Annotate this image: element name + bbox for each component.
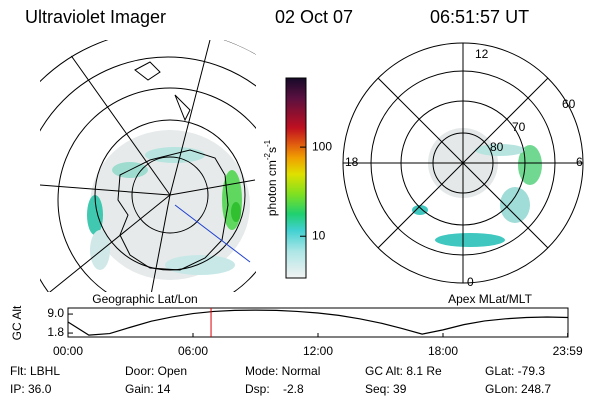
colorbar: [285, 77, 307, 279]
y-tick-label: 9.0: [47, 306, 64, 320]
date: 02 Oct 07: [275, 7, 353, 27]
x-tick-label: 06:00: [178, 344, 208, 358]
polar-label: Apex MLat/MLT: [448, 292, 532, 306]
mlt-label: 12: [475, 47, 489, 61]
mlt-label: 0: [467, 275, 474, 289]
status-field: Flt: LBHL: [10, 364, 60, 378]
mlt-label: 18: [345, 155, 359, 169]
colorbar-tick-label: 100: [312, 139, 332, 153]
x-tick-label: 23:59: [553, 344, 583, 358]
x-tick-label: 12:00: [303, 344, 333, 358]
mlt-label: 6: [576, 155, 583, 169]
data-line: [67, 309, 569, 336]
geo-map: [40, 40, 256, 292]
title: Ultraviolet Imager: [25, 7, 166, 27]
status-field: Door: Open: [125, 364, 187, 378]
colorbar-tick-label: 10: [312, 228, 326, 242]
plot-frame: [67, 307, 569, 338]
y-axis-label: GC Alt: [10, 305, 24, 340]
status-field: GLon: 248.7: [485, 382, 551, 396]
polar-grid: [342, 42, 584, 284]
status-field: GLat: -79.3: [485, 364, 545, 378]
status-field: IP: 36.0: [10, 382, 52, 396]
time: 06:51:57 UT: [430, 7, 529, 27]
mlat-label: 70: [512, 120, 526, 134]
mlat-label: 80: [490, 140, 504, 154]
y-tick-label: 1.8: [47, 325, 64, 339]
status-field: Mode: Normal: [245, 364, 320, 378]
x-tick-label: 18:00: [428, 344, 458, 358]
status-field: GC Alt: 8.1 Re: [365, 364, 442, 378]
status-field: Seq: 39: [365, 382, 407, 396]
geo-label: Geographic Lat/Lon: [92, 292, 197, 306]
colorbar-label: photon cm-2s-1: [263, 139, 279, 216]
x-tick-label: 00:00: [53, 344, 83, 358]
status-field: Dsp: -2.8: [245, 382, 304, 396]
mlat-label: 60: [562, 97, 576, 111]
status-field: Gain: 14: [125, 382, 171, 396]
